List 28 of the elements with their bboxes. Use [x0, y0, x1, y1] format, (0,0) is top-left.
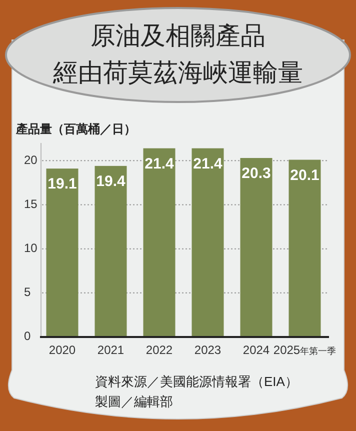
data-label: 21.4	[193, 155, 223, 172]
x-tick-label: 2020	[48, 343, 76, 357]
bar	[94, 166, 127, 337]
x-tick-label: 2025年第一季	[273, 343, 336, 357]
y-axis-title: 產品量（百萬桶／日）	[15, 122, 136, 136]
chart-title: 原油及相關產品	[90, 22, 266, 50]
bar	[192, 148, 224, 337]
y-tick-label: 15	[24, 196, 38, 211]
y-tick-label: 5	[24, 285, 31, 300]
y-tick-label: 10	[24, 240, 38, 255]
x-tick-label: 2024	[242, 343, 270, 357]
text: 製圖／編輯部	[95, 394, 173, 409]
y-tick-label: 0	[24, 329, 31, 344]
x-tick-label: 2023	[194, 343, 222, 357]
data-label: 21.4	[144, 155, 174, 172]
y-tick-label: 20	[24, 152, 38, 167]
x-tick-label: 2021	[97, 343, 124, 357]
data-label: 20.1	[290, 166, 320, 184]
x-tick-label: 2022	[146, 343, 173, 357]
bar	[143, 148, 176, 337]
data-label: 19.1	[48, 176, 77, 193]
data-label: 20.3	[242, 164, 271, 182]
source-note: 資料來源／美國能源情報署（EIA）	[95, 374, 298, 389]
bar	[240, 158, 272, 337]
bar	[288, 160, 321, 337]
chart-subtitle: 經由荷莫茲海峽運輸量	[52, 59, 303, 87]
bar	[46, 168, 78, 337]
data-label: 19.4	[96, 172, 126, 190]
